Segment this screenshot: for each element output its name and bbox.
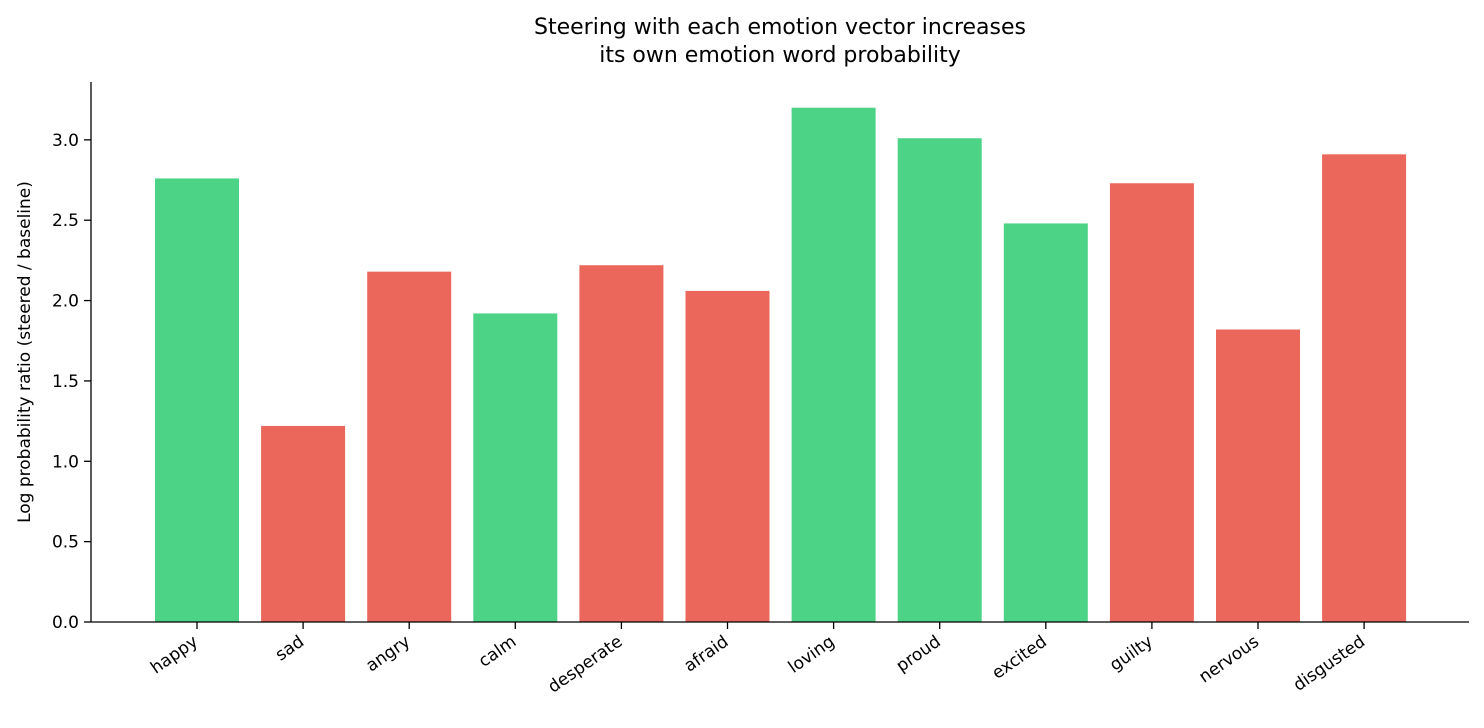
chart-title-line-2: its own emotion word probability xyxy=(599,43,961,68)
x-tick-label: sad xyxy=(272,632,308,666)
bar-guilty xyxy=(1109,183,1194,622)
y-tick-label: 1.0 xyxy=(52,452,79,472)
x-tick-label: calm xyxy=(475,632,520,672)
x-tick-label: afraid xyxy=(680,632,732,677)
bar-calm xyxy=(473,313,558,622)
bar-loving xyxy=(791,107,876,622)
x-tick-label: disgusted xyxy=(1290,632,1369,696)
bar-happy xyxy=(155,178,239,622)
bar-sad xyxy=(261,425,346,622)
bar-excited xyxy=(1003,223,1088,622)
y-tick-label: 0.5 xyxy=(52,533,79,553)
y-tick-label: 3.0 xyxy=(52,131,79,151)
x-tick-label: excited xyxy=(988,632,1050,684)
y-axis: 0.0 0.5 1.0 1.5 2.0 2.5 3.0 xyxy=(52,82,92,633)
bar-angry xyxy=(367,271,452,622)
bar-disgusted xyxy=(1322,154,1407,623)
bar-afraid xyxy=(685,290,770,622)
x-tick-label: guilty xyxy=(1106,632,1157,676)
y-tick-label: 1.5 xyxy=(52,372,79,392)
y-tick-label: 2.5 xyxy=(52,211,79,231)
y-tick-label: 2.0 xyxy=(52,292,79,312)
bar-nervous xyxy=(1216,329,1300,622)
x-tick-label: proud xyxy=(893,632,945,677)
bar-proud xyxy=(897,138,982,622)
chart-title-line-1: Steering with each emotion vector increa… xyxy=(534,15,1026,40)
bar-desperate xyxy=(579,265,664,622)
x-tick-label: angry xyxy=(362,632,414,677)
y-axis-label: Log probability ratio (steered / baselin… xyxy=(15,181,35,523)
x-tick-label: nervous xyxy=(1195,632,1263,688)
x-tick-label: loving xyxy=(785,632,839,678)
x-tick-label: happy xyxy=(147,632,202,679)
x-tick-label: desperate xyxy=(544,632,626,698)
x-axis: happy sad angry calm desperate afraid loving pr… xyxy=(91,621,1469,698)
y-tick-label: 0.0 xyxy=(52,613,79,633)
bars-group xyxy=(155,107,1407,623)
